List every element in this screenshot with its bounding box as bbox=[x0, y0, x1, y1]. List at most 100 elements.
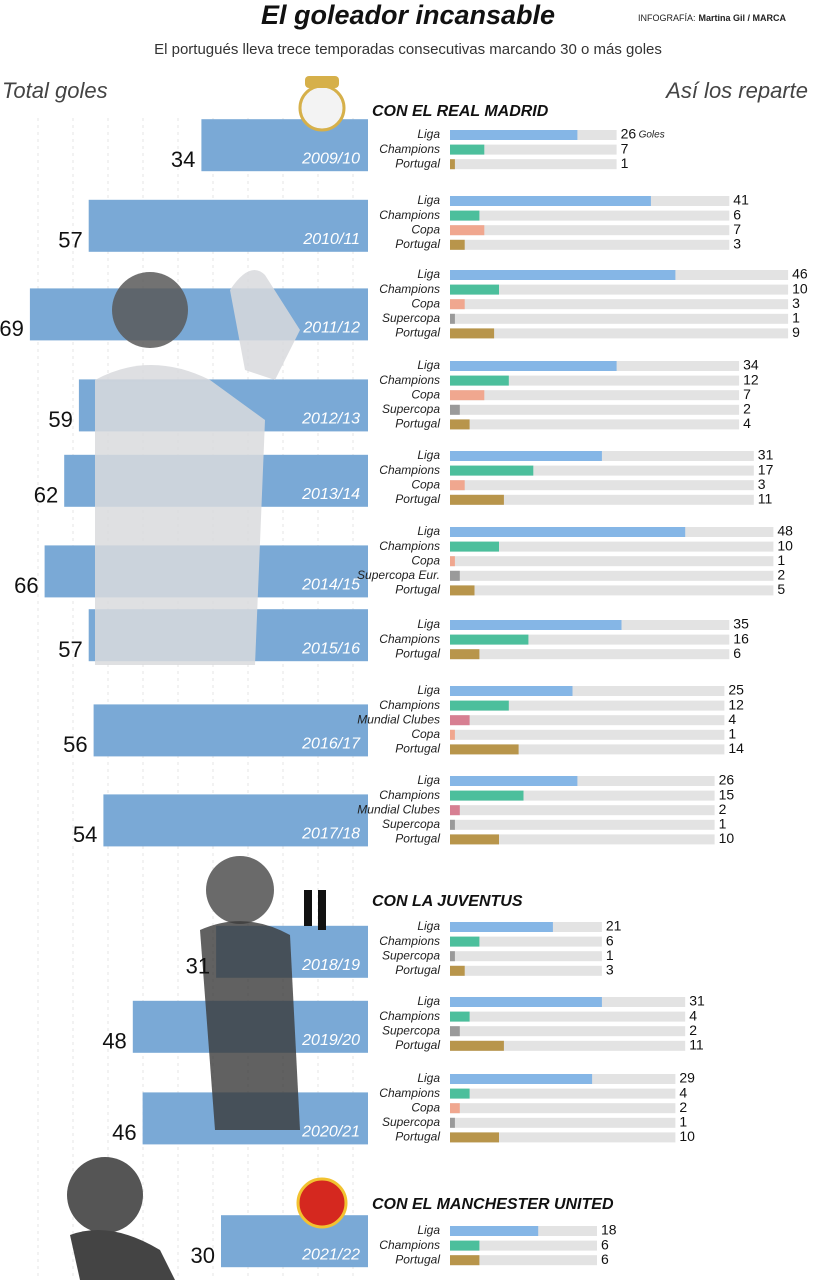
total-label: 46 bbox=[112, 1120, 136, 1145]
competition-label: Portugal bbox=[395, 646, 440, 660]
track bbox=[450, 649, 730, 660]
goal-bar bbox=[450, 1117, 455, 1128]
total-bar bbox=[103, 794, 369, 847]
track bbox=[450, 284, 789, 295]
goal-value: 11 bbox=[758, 491, 773, 507]
goal-bar bbox=[450, 649, 480, 660]
goal-value: 9 bbox=[792, 324, 800, 340]
goal-value: 4 bbox=[689, 1007, 697, 1023]
competition-label: Champions bbox=[379, 698, 440, 712]
track bbox=[450, 776, 715, 786]
season-label: 2021/22 bbox=[301, 1246, 360, 1263]
track bbox=[450, 1040, 686, 1051]
competition-label: Liga bbox=[417, 127, 440, 141]
goal-value: 2 bbox=[777, 567, 785, 583]
goal-value: 12 bbox=[728, 696, 744, 712]
competition-label: Portugal bbox=[395, 156, 440, 170]
competition-label: Portugal bbox=[395, 583, 440, 597]
goal-bar bbox=[450, 404, 460, 415]
goal-bar bbox=[450, 570, 460, 581]
credit-label: INFOGRAFÍA: bbox=[638, 13, 696, 23]
goal-value: 18 bbox=[601, 1222, 617, 1238]
track bbox=[450, 744, 725, 755]
track bbox=[450, 299, 789, 310]
goal-bar bbox=[450, 805, 460, 816]
goal-bar bbox=[450, 1226, 539, 1236]
goal-bar bbox=[450, 239, 465, 250]
logo-manchester-united bbox=[296, 1177, 348, 1229]
competition-label: Mundial Clubes bbox=[357, 802, 440, 816]
track bbox=[450, 480, 754, 491]
goal-bar bbox=[450, 1088, 470, 1099]
total-label: 62 bbox=[34, 483, 58, 508]
total-label: 69 bbox=[0, 316, 24, 341]
season-label: 2013/14 bbox=[301, 486, 360, 503]
track bbox=[450, 390, 740, 401]
total-label: 48 bbox=[102, 1029, 126, 1054]
goal-bar bbox=[450, 686, 573, 696]
track bbox=[450, 805, 715, 816]
season-label: 2015/16 bbox=[301, 640, 360, 657]
goal-value: 6 bbox=[733, 206, 741, 222]
goal-bar bbox=[450, 375, 509, 386]
goal-value: 3 bbox=[733, 236, 741, 252]
competition-label: Champions bbox=[379, 934, 440, 948]
right-label: Así los reparte bbox=[664, 78, 808, 103]
season-label: 2016/17 bbox=[301, 736, 361, 753]
goal-bar bbox=[450, 451, 602, 461]
goal-bar bbox=[450, 1255, 480, 1266]
competition-label: Copa bbox=[411, 296, 440, 310]
competition-label: Champions bbox=[379, 539, 440, 553]
track bbox=[450, 159, 617, 170]
goal-value: 1 bbox=[621, 155, 629, 171]
goal-bar bbox=[450, 270, 676, 280]
competition-label: Portugal bbox=[395, 1038, 440, 1052]
goal-value: 1 bbox=[606, 947, 614, 963]
track bbox=[450, 585, 774, 596]
player-photo-united bbox=[67, 1157, 175, 1280]
goal-bar bbox=[450, 299, 465, 310]
goal-bar bbox=[450, 965, 465, 976]
competition-label: Champions bbox=[379, 463, 440, 477]
club-header: CON EL MANCHESTER UNITED bbox=[372, 1196, 614, 1213]
logo-real-madrid bbox=[298, 76, 346, 132]
competition-label: Champions bbox=[379, 208, 440, 222]
goal-bar bbox=[450, 225, 485, 236]
goal-bar bbox=[450, 634, 529, 645]
goal-value: 6 bbox=[606, 932, 614, 948]
competition-label: Champions bbox=[379, 142, 440, 156]
competition-label: Supercopa bbox=[382, 402, 440, 416]
goal-bar bbox=[450, 130, 578, 140]
competition-label: Champions bbox=[379, 788, 440, 802]
competition-label: Portugal bbox=[395, 832, 440, 846]
competition-label: Liga bbox=[417, 1071, 440, 1085]
goal-bar bbox=[450, 620, 622, 630]
goal-value: 31 bbox=[689, 993, 705, 1009]
title: El goleador incansable bbox=[261, 0, 555, 30]
goal-value: 1 bbox=[777, 552, 785, 568]
total-bar bbox=[88, 199, 368, 252]
track bbox=[450, 570, 774, 581]
goal-bar bbox=[450, 1240, 480, 1251]
goal-bar bbox=[450, 284, 499, 295]
goal-value: 5 bbox=[777, 581, 785, 597]
goal-bar bbox=[450, 196, 651, 206]
competition-label: Copa bbox=[411, 1100, 440, 1114]
total-label: 54 bbox=[73, 822, 97, 847]
goal-value: 29 bbox=[679, 1070, 695, 1086]
goal-bar bbox=[450, 1103, 460, 1114]
goal-value: 46 bbox=[792, 266, 808, 282]
competition-label: Champions bbox=[379, 1238, 440, 1252]
goal-value: 10 bbox=[792, 280, 808, 296]
competition-label: Liga bbox=[417, 683, 440, 697]
competition-label: Portugal bbox=[395, 742, 440, 756]
track bbox=[450, 790, 715, 801]
track bbox=[450, 494, 754, 505]
goal-value: 3 bbox=[606, 962, 614, 978]
total-label: 31 bbox=[186, 954, 210, 979]
total-bar bbox=[221, 1215, 368, 1268]
goal-value: 17 bbox=[758, 461, 774, 477]
goal-bar bbox=[450, 776, 578, 786]
logo-juventus bbox=[304, 890, 326, 930]
competition-label: Copa bbox=[411, 553, 440, 567]
